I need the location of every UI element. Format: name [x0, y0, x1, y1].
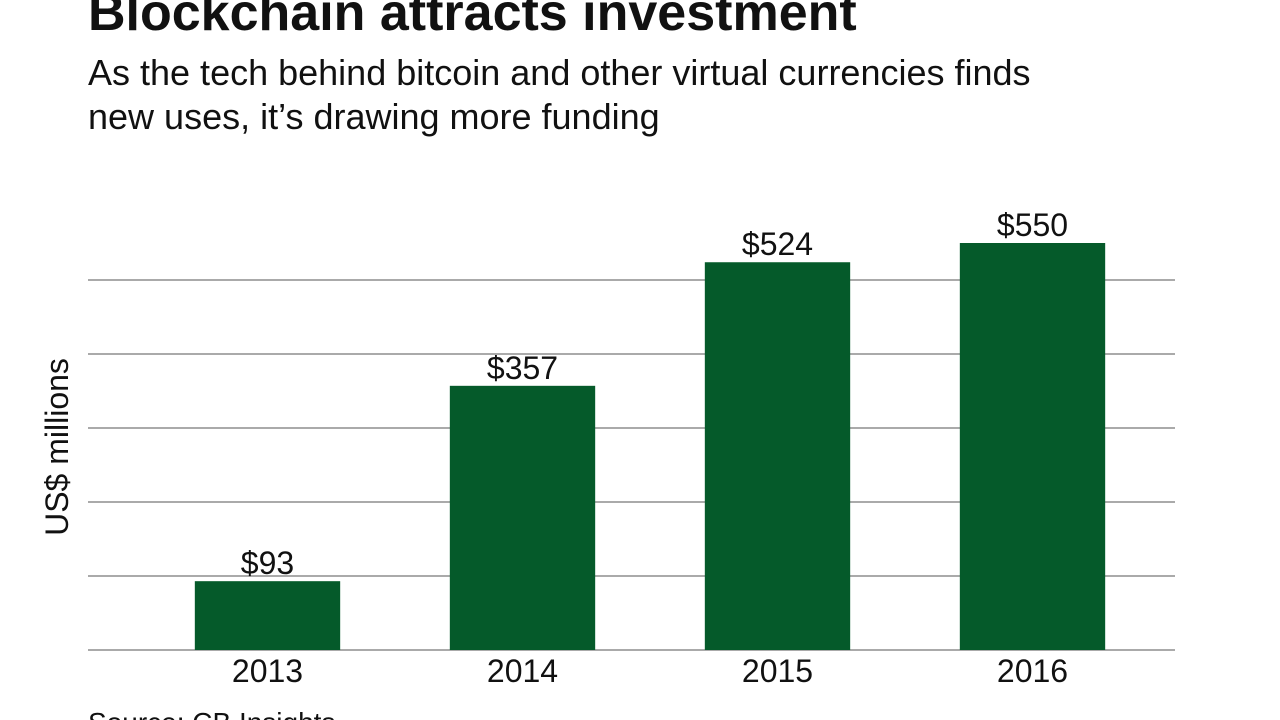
value-label: $93: [241, 545, 294, 581]
chart-title: Blockchain attracts investment: [88, 0, 857, 42]
bar: [449, 385, 596, 650]
y-axis-label: US$ millions: [39, 358, 75, 536]
chart-subtitle: As the tech behind bitcoin and other vir…: [88, 52, 1031, 93]
x-tick-label: 2013: [232, 653, 303, 689]
bar: [194, 581, 341, 650]
x-tick-label: 2014: [487, 653, 558, 689]
source-note: Source: CB Insights: [88, 707, 335, 720]
x-tick-label: 2016: [997, 653, 1068, 689]
value-label: $550: [997, 207, 1068, 243]
chart-subtitle: new uses, it’s drawing more funding: [88, 96, 660, 137]
bar: [704, 262, 851, 650]
bar: [959, 243, 1106, 650]
value-label: $357: [487, 350, 558, 386]
x-tick-label: 2015: [742, 653, 813, 689]
value-label: $524: [742, 226, 813, 262]
